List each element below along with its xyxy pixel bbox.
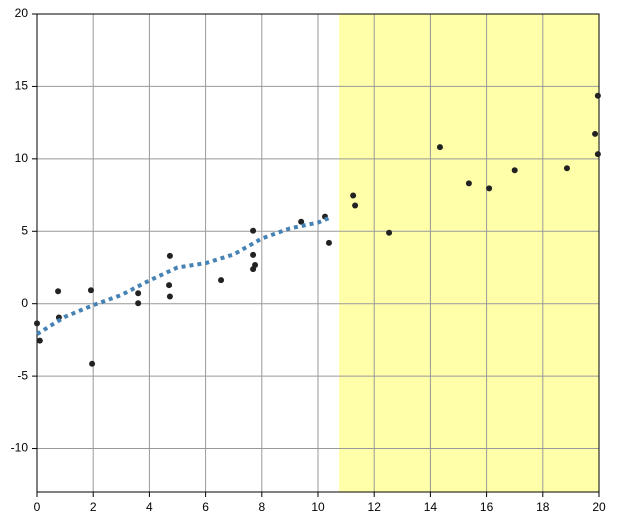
point <box>250 227 257 234</box>
point <box>563 165 570 172</box>
y-tick-label: 20 <box>15 6 29 20</box>
point <box>594 151 601 158</box>
x-tick-label: 10 <box>311 500 325 514</box>
y-tick-label: 10 <box>15 151 29 165</box>
point <box>135 290 142 297</box>
x-tick-label: 12 <box>368 500 382 514</box>
fit-line <box>35 214 333 336</box>
plot-frame <box>36 13 600 493</box>
y-tick-label: -5 <box>17 368 28 382</box>
point <box>218 277 225 284</box>
x-tick-label: 4 <box>146 500 153 514</box>
x-tick-label: 0 <box>34 500 41 514</box>
point <box>486 185 493 192</box>
point <box>36 337 43 344</box>
point <box>89 360 96 367</box>
point <box>135 300 142 307</box>
x-tick-label: 2 <box>90 500 97 514</box>
y-tick-label: 5 <box>21 223 28 237</box>
point <box>298 218 305 225</box>
point <box>511 167 518 174</box>
point <box>465 180 472 187</box>
y-tick-label: 15 <box>15 79 29 93</box>
x-tick-label: 14 <box>424 500 438 514</box>
y-tick-label: -10 <box>11 441 29 455</box>
point <box>250 266 257 273</box>
x-tick-label: 6 <box>202 500 209 514</box>
y-tick-label: 0 <box>21 296 28 310</box>
point <box>436 144 443 151</box>
point <box>87 287 94 294</box>
shaded-region <box>339 14 599 492</box>
point <box>55 288 62 295</box>
point <box>592 130 599 137</box>
point <box>250 251 257 258</box>
x-tick-label: 18 <box>536 500 550 514</box>
point <box>34 320 40 327</box>
point <box>386 229 393 236</box>
point <box>594 92 601 99</box>
x-tick-label: 20 <box>592 500 606 514</box>
point <box>166 293 173 300</box>
x-tick-label: 16 <box>480 500 494 514</box>
point <box>166 282 173 289</box>
point <box>352 202 359 209</box>
point <box>166 252 173 259</box>
x-tick-label: 8 <box>258 500 265 514</box>
point <box>350 192 357 199</box>
point <box>325 239 332 246</box>
